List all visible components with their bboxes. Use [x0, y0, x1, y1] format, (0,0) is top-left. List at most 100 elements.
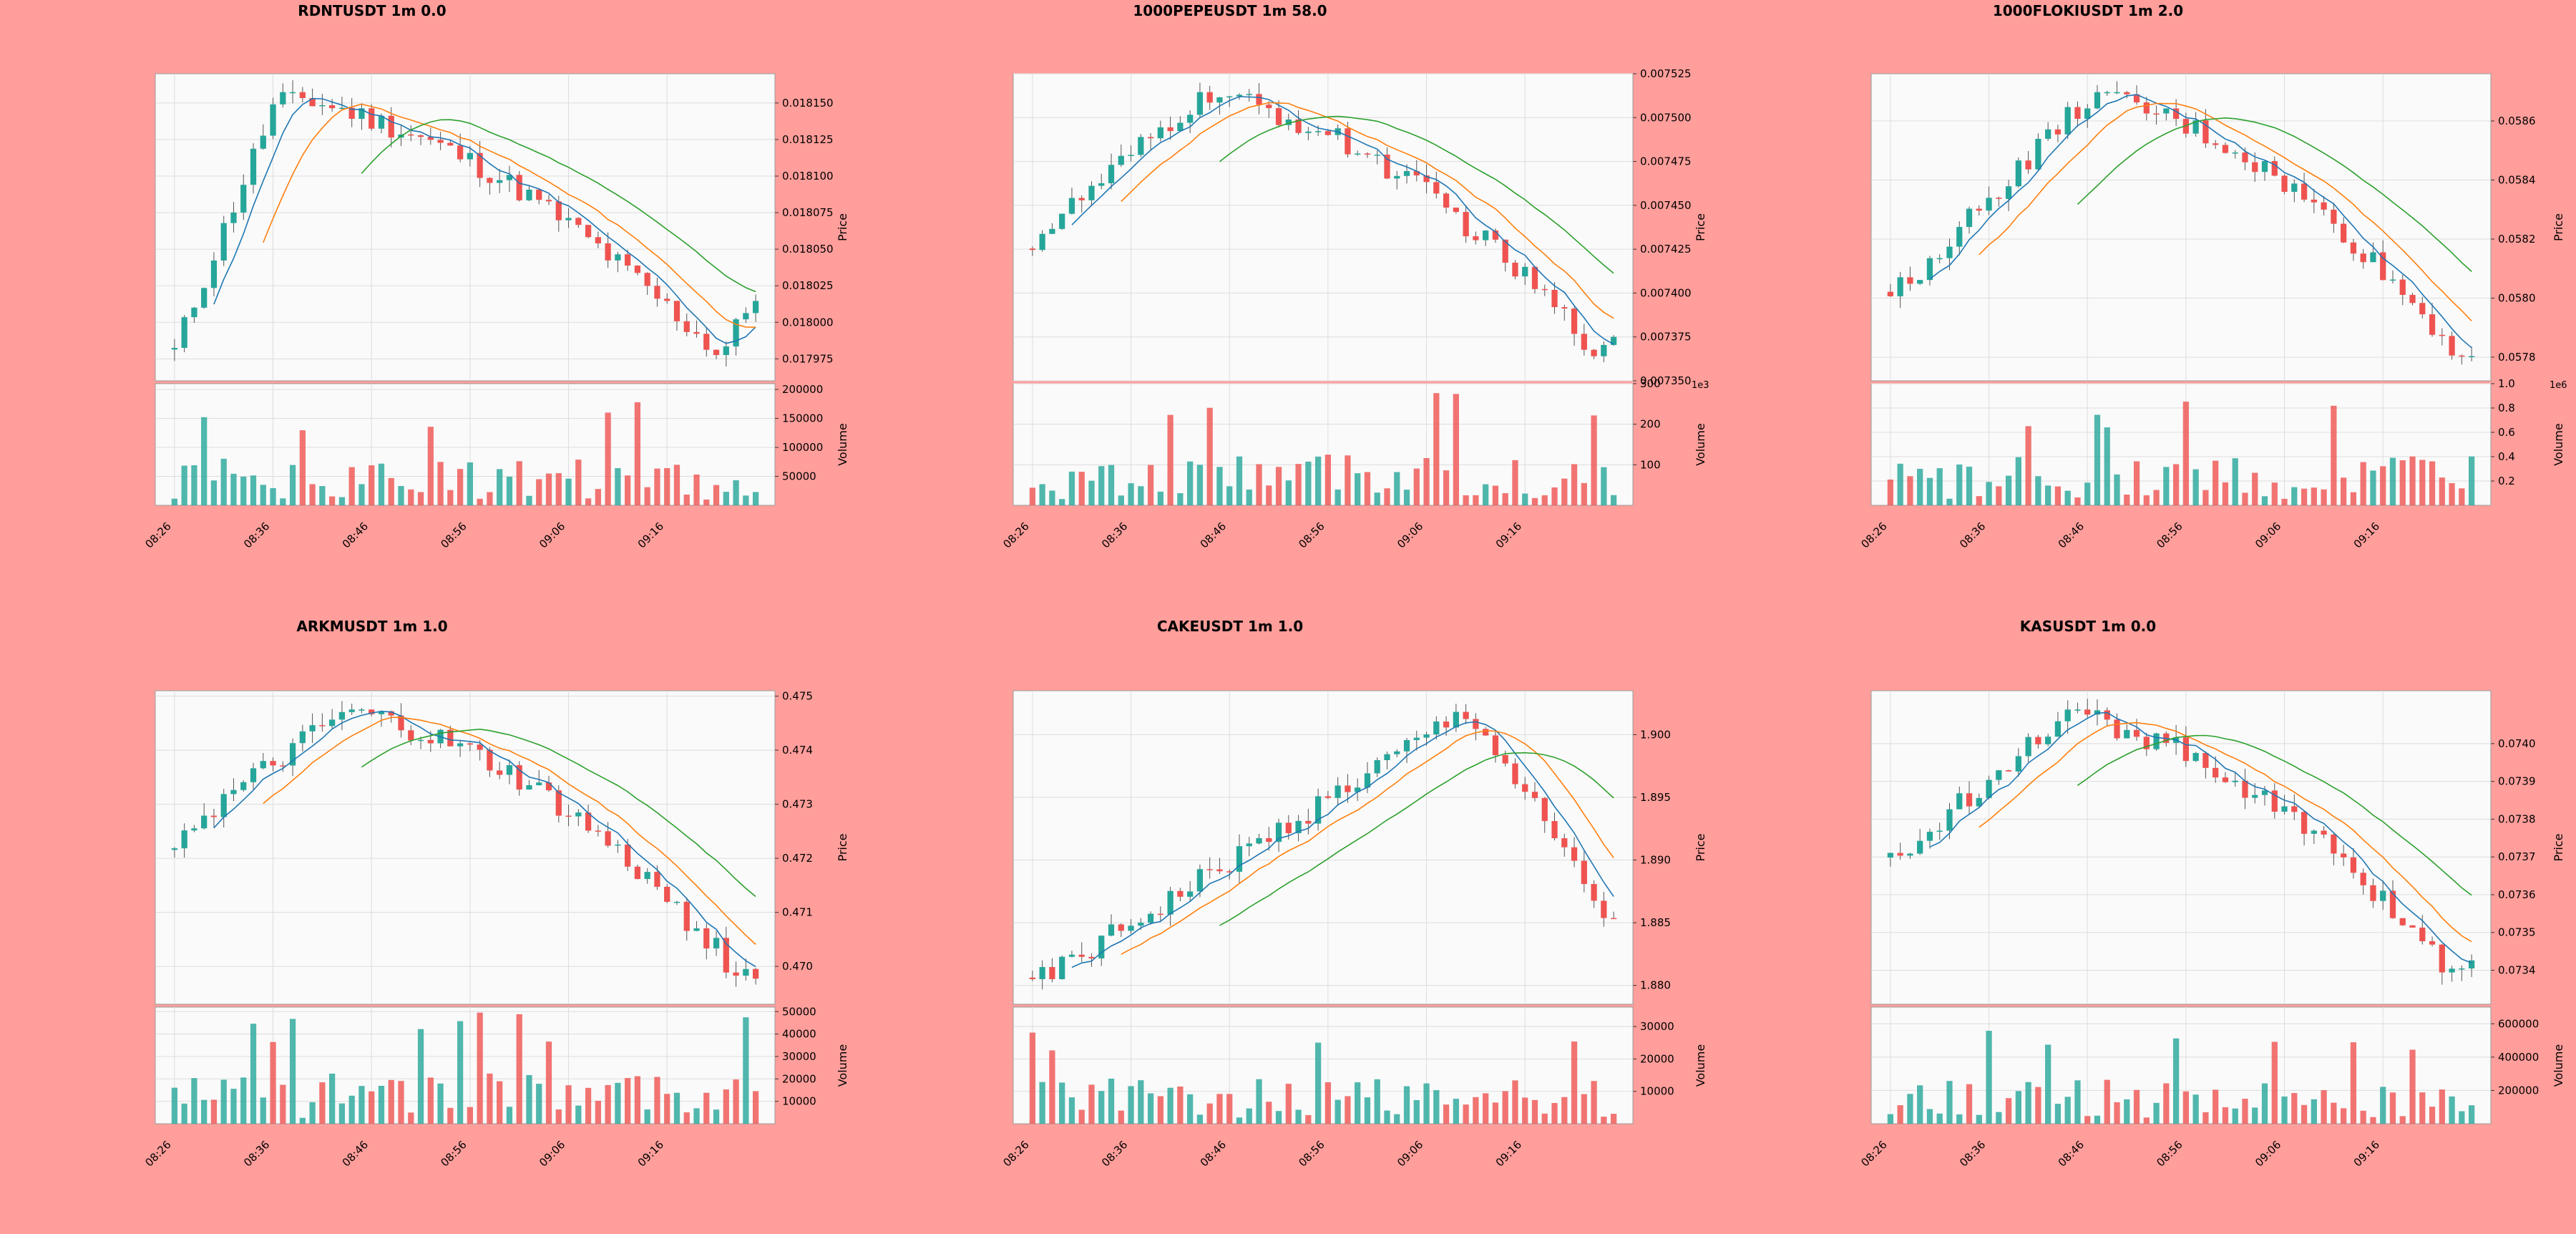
volume-bar: [447, 1107, 454, 1124]
candle-down: [1413, 171, 1420, 176]
price-tick-label: 0.007500: [1640, 111, 1692, 124]
volume-bar: [1976, 1114, 1982, 1124]
candle-up: [2054, 721, 2062, 737]
candle-down: [733, 972, 739, 976]
volume-bar: [2153, 490, 2160, 505]
candle-up: [1196, 92, 1204, 115]
volume-bar: [743, 1017, 749, 1124]
price-tick-label: 0.018075: [782, 206, 834, 219]
candle-down: [2271, 161, 2278, 176]
volume-bar: [1059, 1082, 1065, 1124]
volume-bar: [1502, 492, 1508, 505]
ma-line-short: [1929, 94, 2472, 349]
price-axis-label: Price: [1694, 213, 1707, 241]
volume-bar: [1108, 465, 1115, 505]
volume-bar: [437, 1083, 444, 1124]
volume-bar: [2202, 1112, 2209, 1124]
price-tick-label: 0.007525: [1640, 67, 1692, 80]
volume-bar: [1187, 1094, 1194, 1124]
ma-line-long: [361, 119, 756, 293]
candle-down: [1571, 847, 1578, 861]
volume-bar: [2380, 1087, 2386, 1124]
candle-up: [1285, 119, 1292, 125]
candle-down: [1275, 108, 1282, 125]
volume-bar: [497, 1081, 503, 1124]
volume-bar: [1551, 1102, 1558, 1124]
candle-down: [1167, 127, 1174, 132]
volume-bar: [398, 1081, 404, 1124]
candle-up: [1187, 891, 1194, 897]
volume-tick-label: 0.8: [2498, 402, 2515, 414]
volume-bar: [338, 497, 346, 505]
candle-down: [1512, 262, 1518, 277]
candle-up: [1275, 822, 1282, 842]
volume-bar: [1591, 1081, 1597, 1124]
candle-up: [457, 743, 464, 747]
ma-line-mid: [263, 103, 756, 328]
candle-down: [487, 178, 493, 183]
candle-down: [2341, 853, 2347, 858]
volume-bar: [1423, 457, 1430, 505]
volume-bar: [2064, 490, 2071, 505]
candle-up: [201, 815, 208, 829]
price-tick-label: 1.900: [1640, 728, 1671, 741]
volume-bar: [457, 1021, 464, 1124]
volume-bar: [2360, 1110, 2366, 1124]
volume-bar: [1986, 482, 1992, 505]
volume-bar: [536, 479, 542, 505]
candle-down: [703, 928, 710, 949]
volume-bar: [625, 1078, 631, 1124]
volume-bar: [2143, 1117, 2150, 1124]
candle-down: [2202, 753, 2209, 768]
candle-up: [2459, 968, 2465, 970]
volume-bar: [1483, 484, 1489, 505]
candle-up: [1601, 344, 1607, 356]
volume-bar: [201, 1099, 208, 1124]
candle-down: [585, 812, 592, 831]
volume-bar: [270, 488, 276, 505]
volume-bar: [1138, 486, 1144, 505]
x-tick-label: 08:56: [2154, 520, 2185, 550]
candle-up: [2064, 107, 2071, 135]
candle-up: [2114, 92, 2120, 94]
candle-down: [673, 301, 680, 321]
volume-bar: [733, 480, 739, 505]
volume-bar: [1966, 1084, 1973, 1124]
candle-up: [2094, 92, 2101, 109]
candle-up: [1039, 967, 1045, 979]
candle-up: [693, 928, 700, 931]
candle-up: [378, 115, 385, 129]
candle-down: [625, 844, 631, 867]
volume-bar: [487, 1073, 493, 1124]
volume-bar: [1433, 1090, 1440, 1124]
volume-bar: [378, 1086, 385, 1124]
candle-down: [595, 237, 601, 243]
volume-plot-area: [1013, 383, 1634, 506]
candle-down: [388, 711, 394, 716]
x-tick-label: 09:06: [2253, 1138, 2283, 1169]
candle-up: [1956, 227, 1963, 247]
volume-bar: [1098, 1091, 1105, 1124]
candle-down: [1591, 884, 1597, 901]
volume-bar: [2084, 1116, 2091, 1124]
x-tick-label: 09:16: [1493, 520, 1524, 550]
candle-down: [2301, 812, 2308, 834]
volume-bar: [2153, 1102, 2160, 1124]
candle-down: [2380, 252, 2386, 281]
volume-bar: [299, 1117, 306, 1124]
candle-down: [2035, 737, 2041, 744]
volume-bar: [1384, 1110, 1390, 1124]
candle-up: [1946, 246, 1953, 258]
candle-down: [1541, 288, 1548, 291]
volume-tick-label: 30000: [1640, 1020, 1674, 1033]
candle-up: [1068, 198, 1075, 214]
candle-up: [2084, 108, 2091, 120]
candle-up: [2015, 756, 2021, 772]
volume-bar: [1167, 414, 1174, 505]
volume-bar: [348, 1095, 355, 1124]
price-plot-area: [1870, 690, 2492, 1005]
candle-up: [1996, 770, 2002, 780]
ma-line-mid: [1121, 102, 1614, 319]
volume-bar: [575, 460, 582, 505]
candle-up: [210, 260, 218, 288]
